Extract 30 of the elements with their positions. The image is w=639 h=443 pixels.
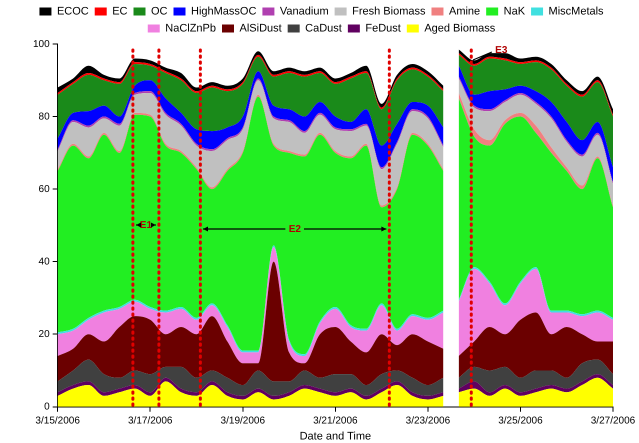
annotation: E2 <box>288 224 302 235</box>
x-tick-label: 3/19/2006 <box>220 416 266 427</box>
legend-label: OC <box>151 6 168 18</box>
legend-label: ECOC <box>56 6 89 18</box>
y-tick-label: 60 <box>38 184 50 195</box>
x-tick-label: 3/15/2006 <box>35 416 80 427</box>
y-tick-label: 100 <box>32 38 50 50</box>
x-tick-label: 3/27/2006 <box>590 416 636 427</box>
legend-label: NaClZnPb <box>165 22 216 35</box>
legend-label: FeDust <box>365 22 401 35</box>
y-tick-label: 40 <box>38 256 50 268</box>
legend-label: Vanadium <box>280 6 329 18</box>
y-tick-label: 0 <box>44 402 50 413</box>
legend-label: Fresh Biomass <box>352 6 426 18</box>
legend-label: NaK <box>504 6 526 18</box>
legend-label: Aged Biomass <box>424 22 496 35</box>
x-tick-label: 3/25/2006 <box>498 416 544 427</box>
x-tick-label: 3/17/2006 <box>128 416 173 427</box>
legend-label: MiscMetals <box>548 6 604 18</box>
legend-label: HighMassOC <box>191 6 256 18</box>
legend-label: CaDust <box>305 22 342 35</box>
y-tick-label: 20 <box>38 328 50 340</box>
y-tick-label: 80 <box>38 111 50 122</box>
x-tick-label: 3/23/2006 <box>406 416 451 427</box>
annotation: E3 <box>495 44 508 56</box>
x-axis-title: Date and Time <box>300 430 372 442</box>
legend-label: AlSiDust <box>240 22 282 35</box>
legend-label: Amine <box>448 6 480 18</box>
legend-label: EC <box>112 6 128 18</box>
x-tick-label: 3/21/2006 <box>313 416 358 427</box>
